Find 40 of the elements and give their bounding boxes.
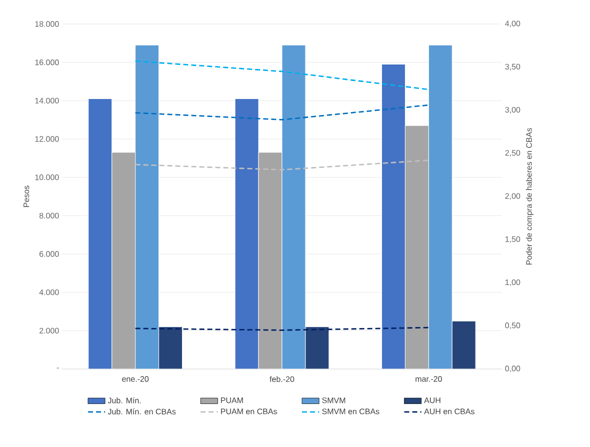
y-tick-label: 8.000	[39, 212, 59, 218]
legend-label: PUAM en CBAs	[221, 408, 278, 414]
bar	[404, 125, 429, 369]
legend-label: AUH en CBAs	[424, 408, 474, 414]
x-tick-label: feb.-20	[270, 376, 294, 382]
y2-tick-label: 1,00	[505, 279, 520, 286]
y2-tick-label: 2,50	[505, 150, 520, 157]
bar	[258, 152, 282, 369]
y2-tick-label: 2,00	[505, 193, 520, 200]
legend-label: Jub. Mín. en CBAs	[108, 408, 176, 414]
bar	[452, 320, 476, 369]
y-tick-label: 4.000	[39, 289, 59, 296]
y-tick-label: 14.000	[35, 98, 59, 104]
y-tick-label: 6.000	[40, 251, 59, 257]
x-tick-label: ene.-20	[122, 376, 149, 382]
y2-tick-label: 3,00	[505, 106, 520, 114]
bar	[234, 98, 259, 369]
y2-tick-label: 4,00	[505, 20, 520, 28]
y-tick-label: 16.000	[35, 60, 59, 66]
legend-label: Jub. Mín.	[108, 397, 141, 404]
y2-tick-label: 3,50	[505, 64, 520, 70]
y-axis-title: Pesos	[24, 186, 30, 207]
y2-axis-title: Poder de compra de haberes en CBAs	[526, 128, 534, 265]
y-tick-label: 12.000	[35, 136, 59, 142]
legend-label: SMVM	[322, 397, 346, 404]
x-tick-label: mar.-20	[416, 376, 442, 382]
legend-label: PUAM	[221, 398, 243, 404]
y-tick-label: 18.000	[35, 21, 59, 27]
bar	[381, 64, 406, 369]
legend-label: SMVM en CBAs	[322, 408, 380, 414]
y2-tick-label: 0,50	[505, 322, 520, 330]
y-tick-label: 10.000	[35, 174, 59, 180]
bar	[88, 98, 112, 369]
bar	[305, 326, 330, 369]
y2-tick-label: 1,50	[505, 236, 520, 243]
legend-label: AUH	[424, 398, 440, 404]
y2-tick-label: 0,00	[505, 366, 520, 372]
bar	[112, 152, 136, 369]
bar	[158, 326, 183, 369]
y-tick-label: 2.000	[40, 328, 59, 334]
